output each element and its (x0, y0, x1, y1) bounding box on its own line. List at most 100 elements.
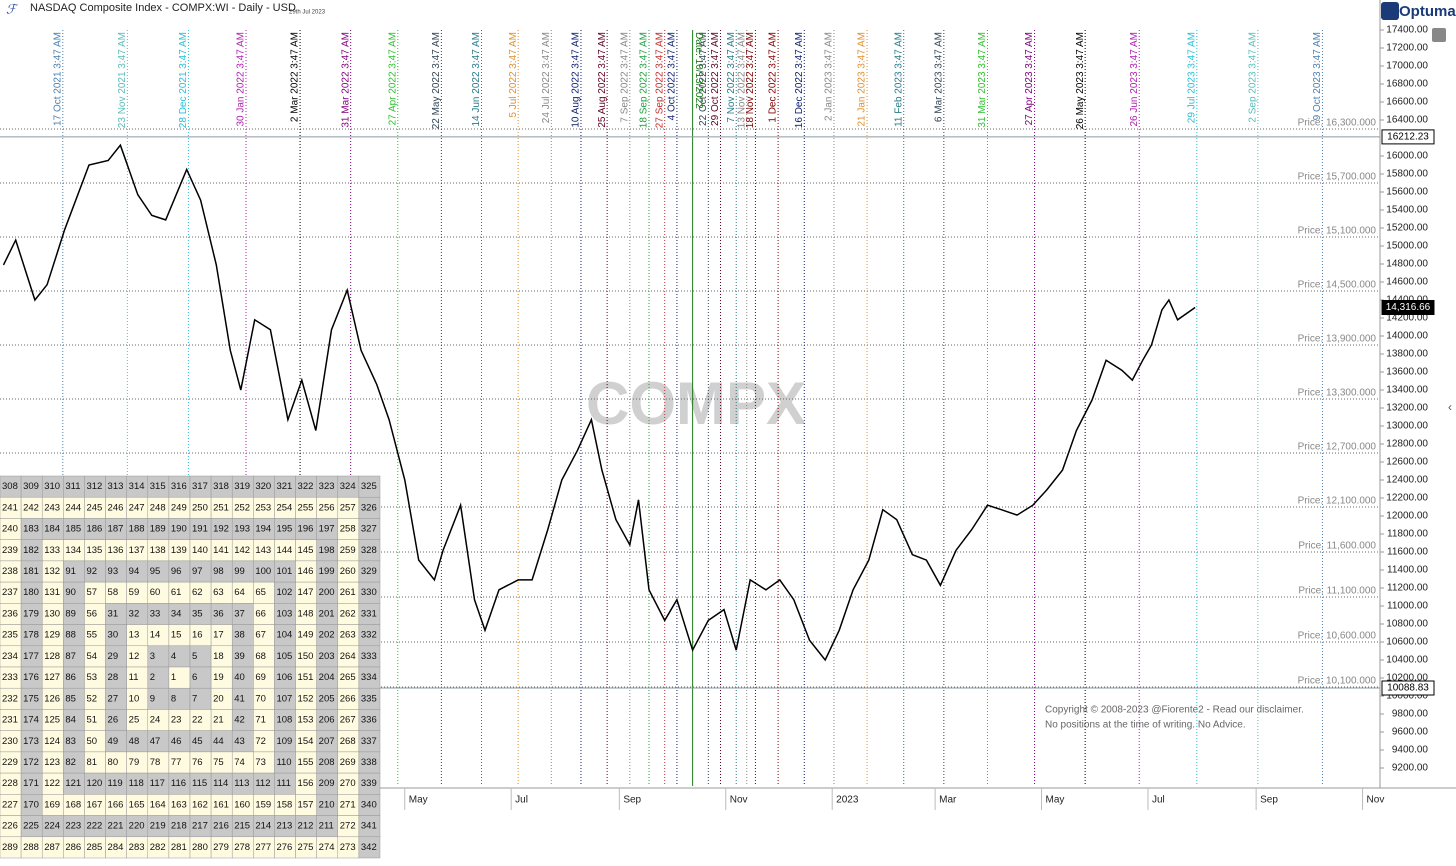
table-cell-text: 311 (65, 481, 80, 492)
table-cell-text: 51 (86, 715, 97, 726)
table-cell-text: 199 (319, 566, 335, 577)
table-cell-text: 242 (23, 502, 39, 513)
table-cell-text: 74 (234, 757, 245, 768)
table-cell-text: 205 (319, 693, 335, 704)
table-cell-text: 23 (171, 715, 182, 726)
table-cell-text: 145 (298, 545, 314, 556)
lock-icon[interactable] (1432, 28, 1446, 42)
cycle-label: 7 Nov 2022 3:47 AM (726, 32, 737, 123)
y-tick-label: 14200.00 (1386, 313, 1428, 324)
table-cell-text: 28 (108, 672, 119, 683)
price-box (1381, 680, 1435, 696)
table-cell-text: 98 (213, 566, 224, 577)
table-cell-text: 166 (108, 799, 124, 810)
table-cell-text: 129 (44, 630, 60, 641)
table-cell-text: 156 (298, 778, 314, 789)
table-cell-text: 100 (255, 566, 271, 577)
table-cell-text: 282 (150, 842, 166, 853)
y-tick-label: 11600.00 (1387, 547, 1428, 558)
table-cell-text: 238 (2, 566, 18, 577)
copyright: No positions at the time of writing. No … (1045, 720, 1246, 731)
table-cell-text: 275 (298, 842, 314, 853)
price-box-label: 16212.23 (1387, 132, 1429, 143)
table-cell-text: 161 (213, 799, 229, 810)
table-cell-text: 20 (213, 693, 224, 704)
y-tick-label: 15200.00 (1386, 223, 1428, 234)
table-cell-text: 128 (44, 651, 60, 662)
table-cell-text: 127 (44, 672, 60, 683)
collapse-arrow[interactable]: ‹ (1448, 400, 1452, 414)
table-cell-text: 211 (319, 821, 334, 832)
table-cell-text: 121 (65, 778, 81, 789)
table-cell-text: 49 (108, 736, 119, 747)
table-cell-text: 276 (276, 842, 292, 853)
table-cell-text: 89 (65, 608, 76, 619)
table-cell-text: 171 (23, 778, 39, 789)
table-cell-text: 207 (319, 736, 335, 747)
table-cell-text: 198 (319, 545, 335, 556)
table-cell-text: 230 (2, 736, 18, 747)
table-cell-text: 200 (319, 587, 335, 598)
table-cell-text: 309 (23, 481, 39, 492)
table-cell-text: 265 (340, 672, 356, 683)
x-tick-label: 2023 (836, 795, 859, 806)
table-cell-text: 333 (361, 651, 377, 662)
y-tick-label: 17400.00 (1386, 25, 1428, 36)
y-tick-label: 15800.00 (1386, 169, 1428, 180)
table-cell-text: 8 (171, 693, 176, 704)
table-cell-text: 64 (234, 587, 245, 598)
y-tick-label: 14600.00 (1386, 277, 1428, 288)
table-cell-text: 78 (150, 757, 161, 768)
y-tick-label: 16000.00 (1386, 151, 1428, 162)
table-cell-text: 195 (276, 524, 292, 535)
y-tick-label: 12000.00 (1386, 511, 1428, 522)
table-cell-text: 191 (192, 524, 208, 535)
y-tick-label: 10200.00 (1386, 673, 1428, 684)
table-cell-text: 260 (340, 566, 356, 577)
table-cell-text: 47 (150, 736, 161, 747)
table-cell-text: 120 (86, 778, 102, 789)
table-cell-text: 327 (361, 524, 377, 535)
table-cell-text: 111 (276, 778, 290, 789)
table-cell-text: 247 (129, 502, 145, 513)
table-cell-text: 56 (86, 608, 97, 619)
table-cell-text: 124 (44, 736, 60, 747)
table-cell-text: 42 (234, 715, 245, 726)
table-cell-text: 312 (86, 481, 102, 492)
cycle-label: 27 Apr 2023 3:47 AM (1024, 32, 1035, 125)
y-tick-label: 15400.00 (1386, 205, 1428, 216)
table-cell-text: 318 (213, 481, 229, 492)
table-cell-text: 77 (171, 757, 182, 768)
table-cell-text: 139 (171, 545, 187, 556)
table-cell-text: 225 (23, 821, 39, 832)
table-cell-text: 107 (276, 693, 292, 704)
y-tick-label: 9200.00 (1392, 763, 1429, 774)
price-line (2, 143, 1196, 662)
y-tick-label: 14800.00 (1386, 259, 1428, 270)
y-tick-label: 9800.00 (1392, 709, 1429, 720)
table-cell-text: 84 (65, 715, 76, 726)
price-level-label: Price: 12,700.000 (1298, 442, 1377, 453)
x-tick-label: Jul (515, 795, 528, 806)
y-tick-label: 16800.00 (1386, 79, 1428, 90)
table-cell-text: 256 (319, 502, 335, 513)
table-cell-text: 325 (361, 481, 377, 492)
table-cell-text: 261 (340, 587, 356, 598)
table-cell-text: 33 (150, 608, 161, 619)
table-cell-text: 108 (276, 715, 292, 726)
table-cell-text: 136 (108, 545, 124, 556)
table-cell-text: 63 (213, 587, 224, 598)
table-cell-text: 286 (65, 842, 81, 853)
cycle-label: 17 Oct 2021 3:47 AM (52, 32, 63, 126)
price-level-label: Price: 10,600.000 (1298, 631, 1377, 642)
table-cell-text: 281 (171, 842, 187, 853)
table-cell-text: 241 (2, 502, 18, 513)
cycle-label: 26 May 2023 3:47 AM (1075, 32, 1086, 129)
table-cell-text: 206 (319, 715, 335, 726)
table-cell-text: 178 (23, 630, 39, 641)
table-cell-text: 1 (171, 672, 176, 683)
y-tick-label: 14000.00 (1386, 331, 1428, 342)
table-cell-text: 157 (298, 799, 314, 810)
table-cell-text: 213 (276, 821, 292, 832)
table-cell-text: 187 (108, 524, 124, 535)
